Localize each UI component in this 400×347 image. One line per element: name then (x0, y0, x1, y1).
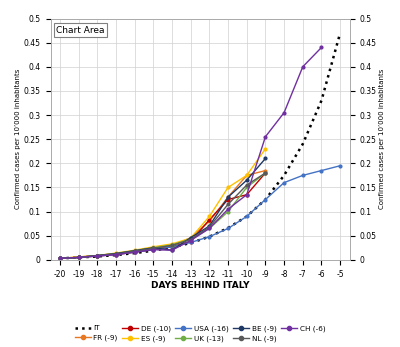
Y-axis label: Confirmed cases per 10’000 inhabitants: Confirmed cases per 10’000 inhabitants (379, 69, 385, 209)
Legend: IT, FR (-9), DE (-10), ES (-9), USA (-16), UK (-13), BE (-9), NL (-9), CH (-6): IT, FR (-9), DE (-10), ES (-9), USA (-16… (73, 324, 327, 344)
X-axis label: DAYS BEHIND ITALY: DAYS BEHIND ITALY (151, 281, 249, 290)
Y-axis label: Confirmed cases per 10’000 inhabitants: Confirmed cases per 10’000 inhabitants (15, 69, 21, 209)
Text: Chart Area: Chart Area (56, 26, 105, 35)
